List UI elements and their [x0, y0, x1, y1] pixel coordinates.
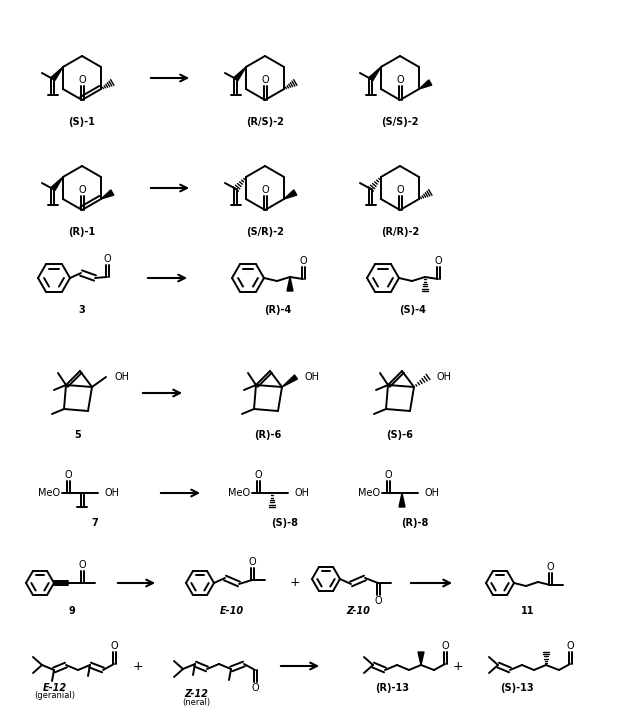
- Text: O: O: [254, 470, 262, 480]
- Text: E-12: E-12: [43, 683, 67, 693]
- Text: O: O: [441, 641, 449, 651]
- Text: O: O: [78, 75, 86, 85]
- Text: (S)-13: (S)-13: [500, 683, 534, 693]
- Polygon shape: [101, 190, 114, 199]
- Text: OH: OH: [305, 372, 320, 382]
- Text: O: O: [103, 254, 111, 264]
- Text: OH: OH: [294, 488, 310, 498]
- Text: O: O: [261, 75, 269, 85]
- Text: O: O: [261, 185, 269, 195]
- Text: OH: OH: [437, 372, 452, 382]
- Text: +: +: [290, 576, 300, 589]
- Text: MeO: MeO: [358, 488, 380, 498]
- Text: 5: 5: [75, 430, 81, 440]
- Text: (R/R)-2: (R/R)-2: [381, 227, 419, 237]
- Polygon shape: [282, 375, 297, 387]
- Text: OH: OH: [424, 488, 440, 498]
- Text: (R)-4: (R)-4: [264, 305, 292, 315]
- Text: (S/R)-2: (S/R)-2: [246, 227, 284, 237]
- Text: O: O: [566, 641, 574, 651]
- Text: (R)-6: (R)-6: [254, 430, 282, 440]
- Text: (R)-1: (R)-1: [68, 227, 96, 237]
- Polygon shape: [234, 67, 246, 80]
- Polygon shape: [369, 67, 381, 80]
- Text: 9: 9: [68, 606, 75, 616]
- Polygon shape: [284, 190, 297, 199]
- Text: E-10: E-10: [220, 606, 244, 616]
- Text: OH: OH: [104, 488, 119, 498]
- Text: (neral): (neral): [182, 699, 210, 707]
- Text: (R)-13: (R)-13: [375, 683, 409, 693]
- Text: MeO: MeO: [228, 488, 250, 498]
- Text: O: O: [78, 185, 86, 195]
- Polygon shape: [418, 652, 424, 665]
- Text: (S)-1: (S)-1: [68, 117, 95, 127]
- Text: Z-10: Z-10: [346, 606, 370, 616]
- Text: O: O: [78, 560, 86, 570]
- Polygon shape: [399, 493, 405, 507]
- Polygon shape: [419, 80, 432, 89]
- Text: 3: 3: [78, 305, 85, 315]
- Text: (S/S)-2: (S/S)-2: [381, 117, 419, 127]
- Text: O: O: [251, 683, 259, 693]
- Text: (S)-6: (S)-6: [386, 430, 414, 440]
- Text: O: O: [396, 185, 404, 195]
- Text: OH: OH: [114, 372, 129, 382]
- Text: O: O: [248, 557, 256, 567]
- Text: O: O: [546, 562, 554, 572]
- Text: O: O: [396, 75, 404, 85]
- Text: O: O: [434, 256, 442, 266]
- Text: O: O: [299, 256, 307, 266]
- Text: (R/S)-2: (R/S)-2: [246, 117, 284, 127]
- Text: O: O: [64, 470, 72, 480]
- Text: 11: 11: [521, 606, 535, 616]
- Text: (S)-4: (S)-4: [399, 305, 427, 315]
- Text: O: O: [374, 596, 382, 606]
- Text: Z-12: Z-12: [184, 689, 208, 699]
- Text: +: +: [453, 660, 463, 673]
- Text: +: +: [132, 660, 143, 673]
- Text: O: O: [384, 470, 392, 480]
- Text: (S)-8: (S)-8: [271, 518, 299, 528]
- Text: (R)-8: (R)-8: [401, 518, 429, 528]
- Text: O: O: [110, 641, 118, 651]
- Polygon shape: [51, 67, 63, 80]
- Text: 7: 7: [91, 518, 98, 528]
- Text: MeO: MeO: [38, 488, 60, 498]
- Text: (geranial): (geranial): [34, 691, 75, 701]
- Polygon shape: [287, 277, 293, 291]
- Polygon shape: [51, 177, 63, 190]
